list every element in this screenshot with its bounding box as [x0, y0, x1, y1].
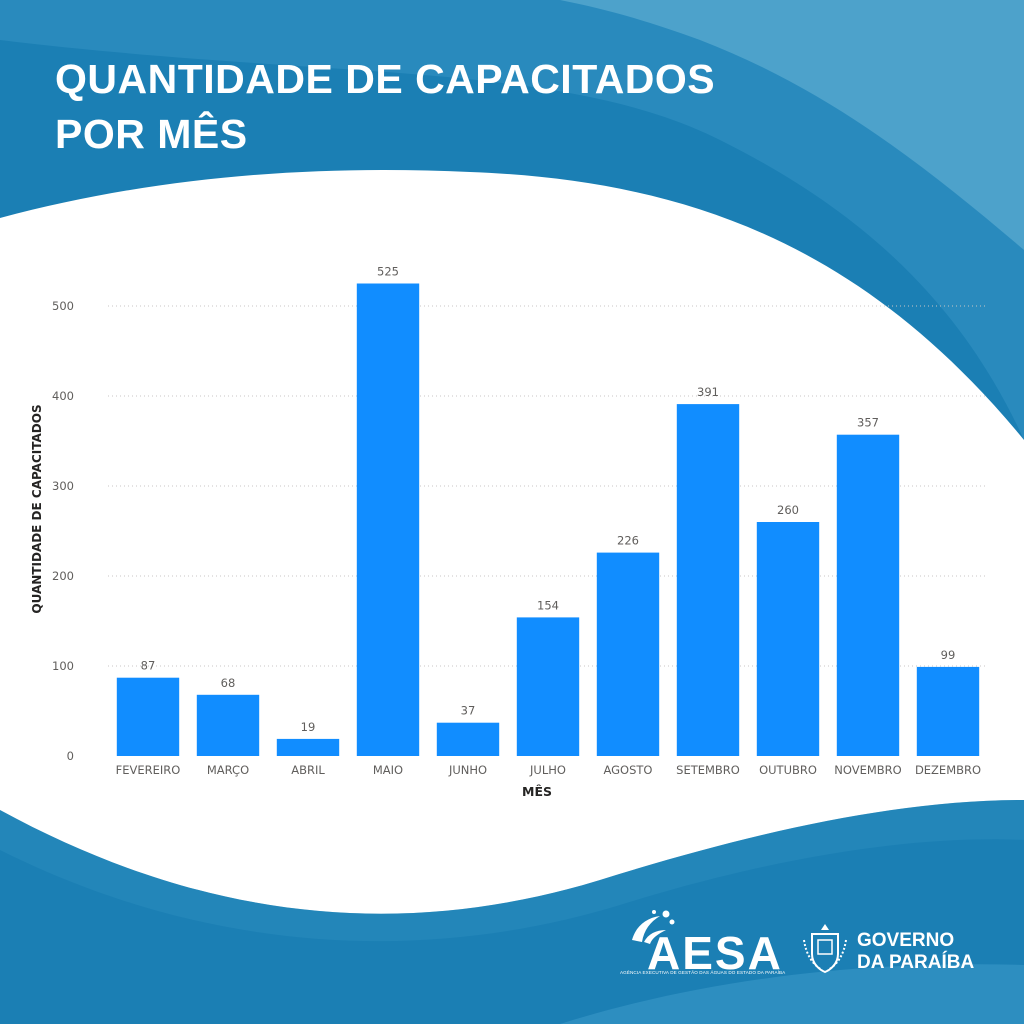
x-tick-label: FEVEREIRO [116, 763, 181, 777]
bar[interactable] [356, 283, 420, 757]
data-label: 357 [857, 416, 879, 430]
footer-logos: AESA AGÊNCIA EXECUTIVA DE GESTÃO DAS ÁGU… [612, 908, 992, 988]
wave-bottom-light [560, 964, 1024, 1024]
x-tick-label: DEZEMBRO [915, 763, 981, 777]
x-axis-ticks: FEVEREIRO MARÇO ABRIL MAIO JUNHO JULHO AGOSTO S… [116, 763, 981, 777]
x-tick-label: SETEMBRO [676, 763, 740, 777]
data-label: 391 [697, 385, 719, 399]
y-tick-label: 500 [52, 299, 74, 313]
x-tick-label: AGOSTO [603, 763, 652, 777]
x-tick-label: MAIO [373, 763, 403, 777]
data-label: 99 [941, 648, 956, 662]
data-label: 19 [301, 720, 316, 734]
bar[interactable] [516, 617, 580, 756]
page-title-line2: POR MÊS [55, 111, 248, 157]
data-label: 154 [537, 598, 559, 612]
page-title: QUANTIDADE DE CAPACITADOS POR MÊS [55, 52, 715, 162]
x-tick-label: MARÇO [207, 763, 249, 777]
y-tick-label: 100 [52, 659, 74, 673]
state-coat-of-arms-icon [803, 924, 847, 974]
data-label: 37 [461, 704, 476, 718]
chart-bars [116, 283, 980, 757]
bar[interactable] [756, 522, 820, 756]
wave-mid [0, 0, 1024, 440]
data-label: 525 [377, 265, 399, 279]
aesa-logo-subtitle: AGÊNCIA EXECUTIVA DE GESTÃO DAS ÁGUAS DO… [620, 970, 786, 975]
wave-bottom-dark [0, 839, 1024, 1024]
y-axis-ticks: 0 100 200 300 400 500 [52, 299, 74, 763]
bar[interactable] [596, 552, 660, 756]
x-tick-label: ABRIL [291, 763, 325, 777]
governo-logo-text: GOVERNO DA PARAÍBA [857, 930, 974, 974]
water-splash-icon [632, 910, 675, 944]
governo-line1: GOVERNO [857, 930, 955, 951]
y-axis-label: QUANTIDADE DE CAPACITADOS [30, 404, 44, 613]
y-tick-label: 200 [52, 569, 74, 583]
x-tick-label: JULHO [529, 763, 566, 777]
data-label: 87 [141, 659, 156, 673]
x-tick-label: OUTUBRO [759, 763, 817, 777]
bar[interactable] [276, 738, 340, 756]
y-tick-label: 0 [67, 749, 74, 763]
bar[interactable] [676, 404, 740, 756]
x-tick-label: JUNHO [448, 763, 487, 777]
page-title-line1: QUANTIDADE DE CAPACITADOS [55, 56, 716, 102]
bar[interactable] [196, 694, 260, 756]
aesa-logo-text: AESA [647, 927, 783, 979]
data-label: 226 [617, 534, 639, 548]
data-label: 260 [777, 503, 799, 517]
bar[interactable] [836, 434, 900, 756]
governo-line2: DA PARAÍBA [857, 952, 975, 973]
y-tick-label: 400 [52, 389, 74, 403]
bar[interactable] [436, 722, 500, 756]
x-tick-label: NOVEMBRO [834, 763, 901, 777]
chart-data-labels: 87 68 19 525 37 154 226 391 260 357 99 [141, 265, 956, 734]
bar[interactable] [116, 677, 180, 756]
bar[interactable] [916, 666, 980, 756]
data-label: 68 [221, 676, 236, 690]
x-axis-label: MÊS [522, 784, 552, 799]
y-tick-label: 300 [52, 479, 74, 493]
